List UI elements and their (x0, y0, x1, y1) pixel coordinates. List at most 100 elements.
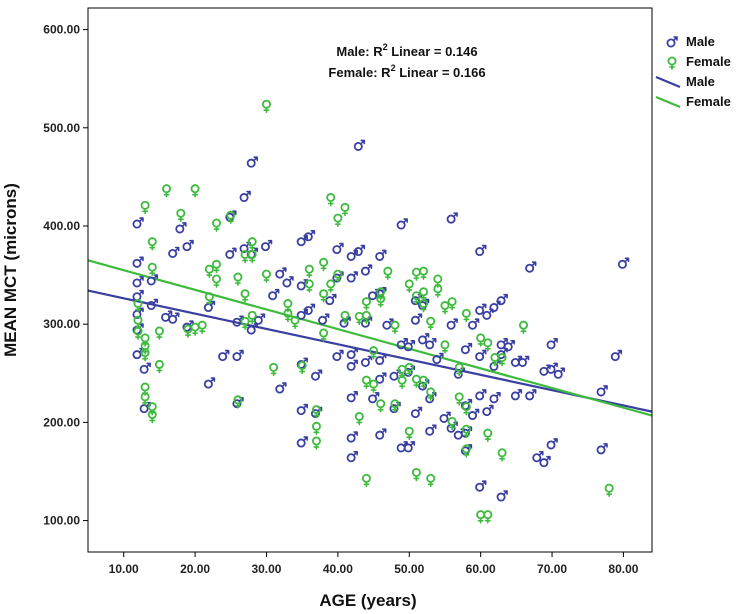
data-point-male (296, 234, 308, 247)
data-point-female (190, 184, 200, 198)
data-point-female (147, 410, 157, 424)
data-point-male (496, 293, 508, 306)
data-point-female (483, 338, 493, 352)
data-point-female (226, 210, 236, 224)
data-point-female (354, 411, 364, 426)
data-point-male (303, 230, 316, 242)
y-axis-title: MEAN MCT (microns) (1, 183, 20, 357)
x-tick-label: 70.00 (537, 562, 567, 576)
data-point-male (296, 436, 308, 448)
data-point-male (546, 338, 558, 350)
legend-line-female (655, 95, 681, 109)
data-point-female (333, 269, 343, 283)
data-point-female (197, 320, 207, 334)
data-point-male (553, 367, 565, 379)
data-point-male (346, 271, 358, 283)
data-point-male (360, 264, 373, 276)
data-point-female (133, 326, 143, 340)
data-point-male (525, 389, 537, 401)
data-point-male (460, 342, 473, 355)
data-point-female (454, 392, 464, 406)
data-point-female (447, 416, 457, 431)
data-point-male (375, 372, 387, 384)
data-point-male (468, 408, 480, 421)
data-point-male (439, 411, 451, 423)
data-point-female (311, 405, 321, 419)
y-tick-label: 400.00 (43, 219, 80, 233)
data-point-male (403, 339, 416, 352)
data-point-female (447, 297, 457, 311)
y-tick-label: 100.00 (43, 514, 80, 528)
data-point-male (346, 359, 358, 371)
x-tick-label: 40.00 (323, 562, 353, 576)
data-point-male (168, 246, 180, 259)
data-point-male (596, 385, 608, 397)
data-point-male (368, 392, 380, 404)
x-tick-label: 10.00 (109, 562, 139, 576)
data-point-male (132, 276, 144, 288)
data-point-male (275, 382, 287, 394)
data-point-male (246, 323, 259, 335)
data-point-male (475, 349, 487, 362)
data-point-female (497, 448, 507, 462)
data-point-male (175, 222, 187, 234)
data-point-female (340, 310, 350, 325)
data-point-female (247, 310, 257, 325)
data-point-female (311, 421, 321, 436)
data-point-female (440, 340, 450, 354)
data-point-female (361, 375, 371, 389)
data-point-female (361, 297, 371, 311)
data-point-female (261, 269, 271, 283)
data-point-female (411, 467, 421, 482)
data-point-female (212, 259, 222, 274)
data-point-male (268, 288, 280, 301)
data-point-male (517, 355, 530, 368)
data-point-female (461, 402, 471, 416)
data-point-female (604, 483, 614, 497)
y-tick-label: 200.00 (43, 415, 80, 429)
data-point-female (419, 287, 429, 301)
data-point-female (340, 202, 350, 217)
data-point-male (596, 443, 608, 455)
data-point-male (332, 349, 344, 362)
data-point-male (482, 404, 494, 417)
data-point-female (140, 392, 150, 406)
legend: Male Female Male Female (655, 34, 731, 109)
data-point-female (440, 301, 450, 315)
data-point-male (346, 391, 358, 403)
data-point-male (182, 239, 194, 252)
data-point-female (376, 399, 386, 413)
y-tick-label: 300.00 (43, 317, 80, 331)
legend-marker-female (667, 56, 677, 70)
data-point-female (147, 237, 157, 251)
data-point-female (397, 375, 407, 389)
legend-line-male (655, 75, 681, 89)
data-point-male (475, 244, 487, 257)
data-point-female (304, 264, 314, 278)
data-point-male (346, 450, 358, 463)
data-point-male (260, 239, 273, 252)
data-point-female (497, 353, 507, 367)
plot-area-frame (87, 7, 653, 553)
data-point-male (525, 261, 537, 273)
data-point-female (133, 299, 143, 313)
data-point-female (433, 284, 443, 298)
data-point-female (304, 279, 314, 293)
data-point-female (411, 291, 421, 305)
data-point-female (212, 274, 222, 288)
data-point-female (240, 316, 250, 331)
data-point-female (154, 326, 164, 340)
data-point-female (390, 399, 400, 413)
data-point-male (382, 318, 394, 330)
data-point-female (390, 320, 400, 334)
data-point-male (410, 406, 423, 419)
data-point-female (426, 316, 436, 331)
data-point-female (419, 266, 429, 280)
data-point-male (610, 349, 623, 362)
data-point-female (476, 333, 486, 347)
data-point-male (375, 353, 387, 366)
data-point-male (532, 450, 544, 463)
x-tick-label: 30.00 (251, 562, 281, 576)
data-point-female (319, 328, 329, 342)
